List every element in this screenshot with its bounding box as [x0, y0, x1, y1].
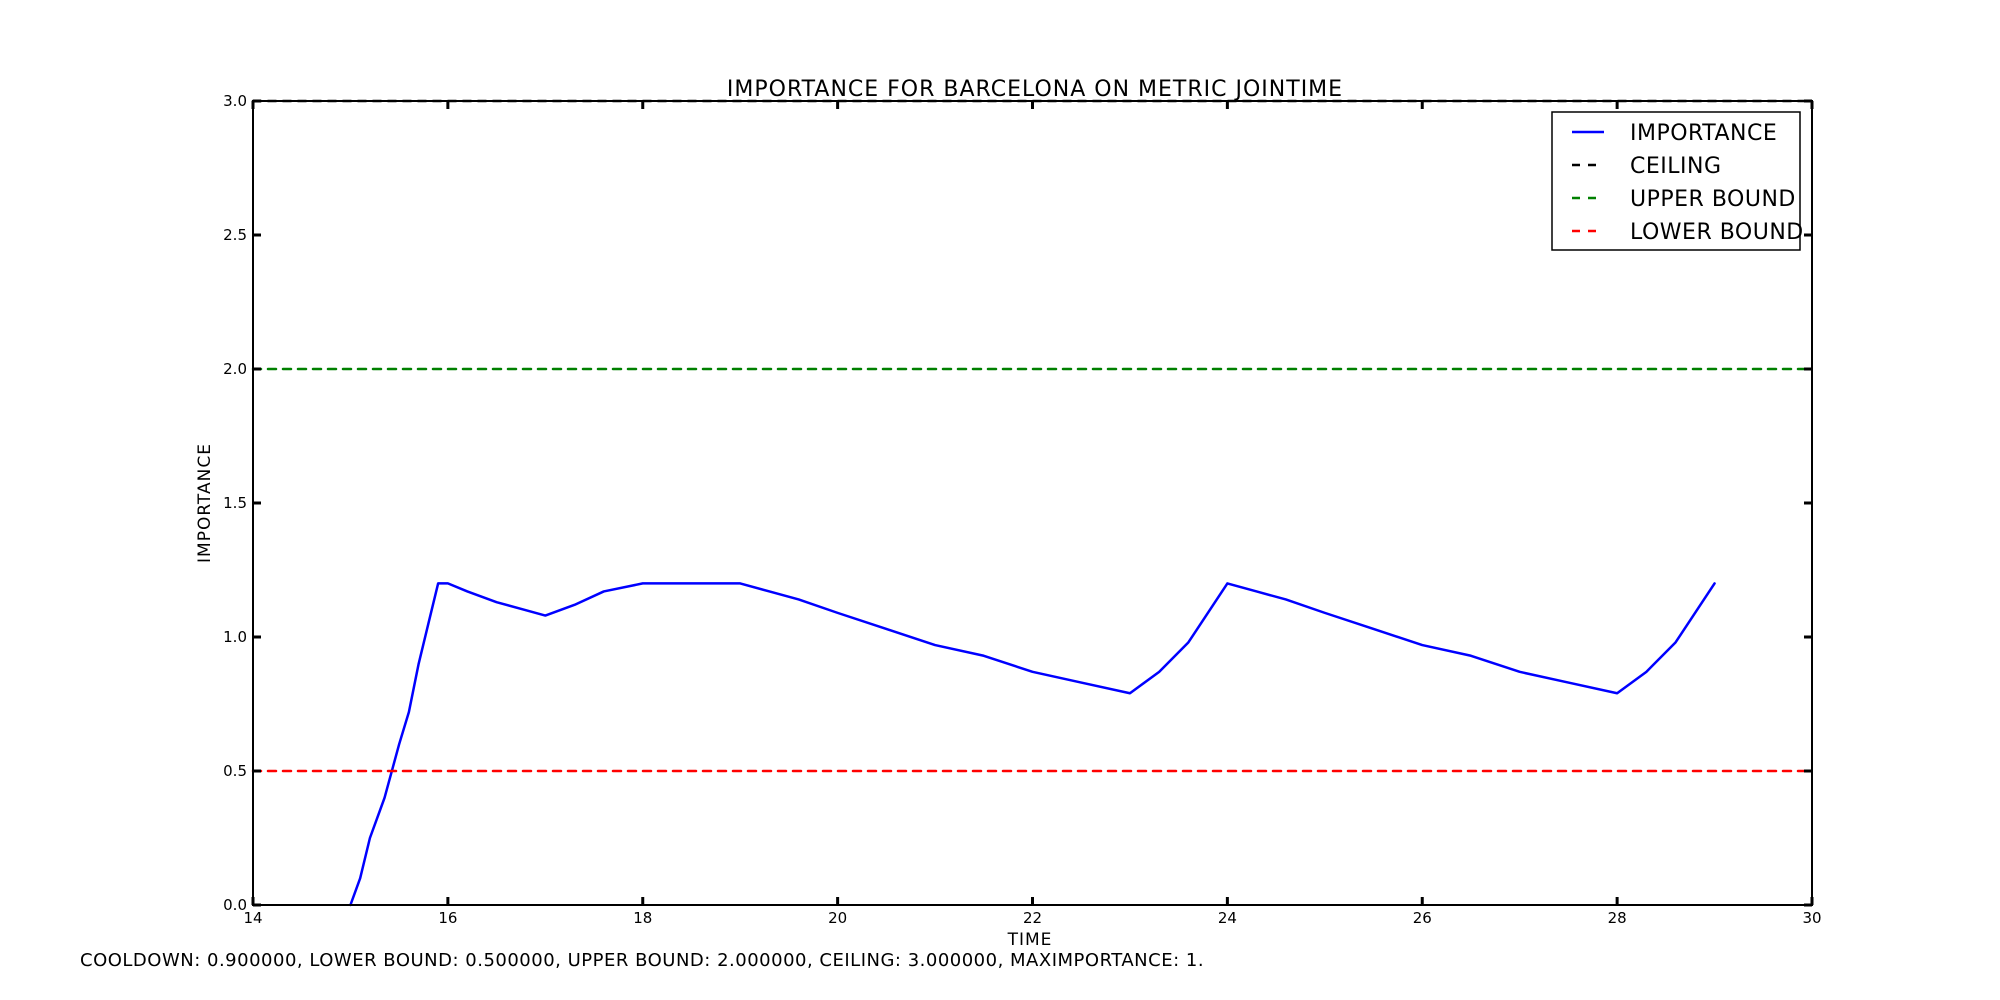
y-tick-label: 1.5 — [223, 494, 247, 512]
legend-label: IMPORTANCE — [1630, 121, 1777, 146]
y-tick-label: 3.0 — [223, 92, 247, 110]
x-tick-label: 14 — [243, 909, 262, 927]
y-tick-label: 1.0 — [223, 628, 247, 646]
x-tick-label: 16 — [438, 909, 457, 927]
series-line-importance — [349, 582, 1716, 907]
legend: IMPORTANCE CEILING UPPER BOUND LOWER BOUND — [1551, 111, 1804, 251]
chart-title: IMPORTANCE FOR BARCELONA ON METRIC JOINT… — [727, 77, 1343, 102]
x-tick-label: 22 — [1023, 909, 1042, 927]
legend-label: CEILING — [1630, 154, 1722, 179]
x-tick-label: 18 — [633, 909, 652, 927]
legend-label: UPPER BOUND — [1630, 187, 1796, 212]
footer-parameters: COOLDOWN: 0.900000, LOWER BOUND: 0.50000… — [80, 950, 1204, 971]
x-tick-label: 24 — [1218, 909, 1237, 927]
y-tick-label: 0.5 — [223, 762, 247, 780]
ticks-layer: 14 16 18 20 22 24 26 28 30 0.0 0.5 1.0 1.5 2.0 2.5 3.0 — [223, 92, 1821, 927]
y-tick-label: 2.0 — [223, 360, 247, 378]
x-tick-label: 20 — [828, 909, 847, 927]
x-tick-label: 26 — [1413, 909, 1432, 927]
legend-box — [1551, 111, 1801, 251]
y-axis-label: IMPORTANCE — [195, 443, 215, 563]
x-axis-label: TIME — [1007, 930, 1053, 950]
y-tick-label: 0.0 — [223, 896, 247, 914]
y-tick-label: 2.5 — [223, 226, 247, 244]
x-tick-label: 28 — [1608, 909, 1627, 927]
legend-items: IMPORTANCE CEILING UPPER BOUND LOWER BOUND — [1572, 121, 1804, 245]
x-tick-label: 30 — [1802, 909, 1821, 927]
legend-label: LOWER BOUND — [1630, 220, 1804, 245]
